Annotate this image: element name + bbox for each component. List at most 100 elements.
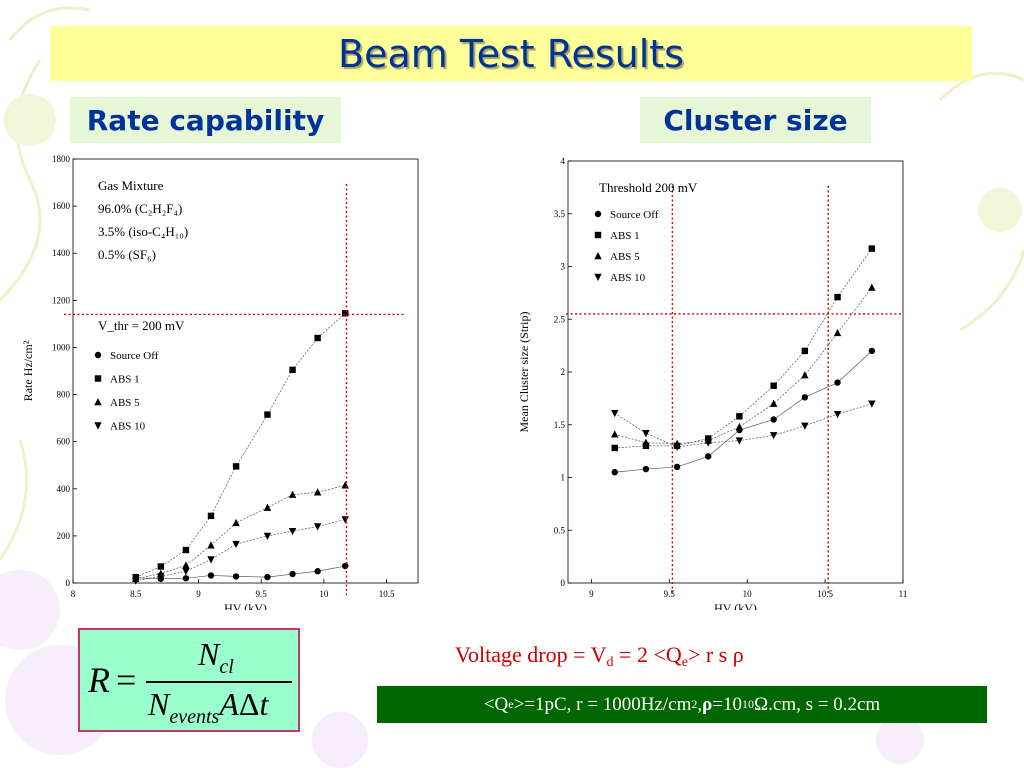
data-point bbox=[868, 245, 876, 252]
threshold-label: V_thr = 200 mV bbox=[98, 318, 185, 333]
series-abs-1 bbox=[132, 310, 349, 581]
data-point bbox=[182, 575, 190, 582]
data-point bbox=[801, 394, 809, 401]
y-tick-label: 1400 bbox=[52, 248, 71, 258]
series-line bbox=[135, 313, 346, 578]
x-tick-label: 10.5 bbox=[379, 589, 395, 599]
page-title: Beam Test Results bbox=[338, 31, 684, 76]
data-point bbox=[735, 437, 744, 445]
data-point bbox=[313, 488, 322, 496]
series-abs-10 bbox=[132, 516, 349, 585]
data-point bbox=[314, 334, 321, 342]
data-point bbox=[182, 568, 190, 576]
data-point bbox=[705, 453, 712, 460]
series-line bbox=[614, 287, 873, 445]
y-tick-label: 1800 bbox=[52, 154, 71, 164]
data-point bbox=[207, 572, 215, 579]
y-tick-label: 0.5 bbox=[554, 525, 566, 535]
data-point bbox=[801, 422, 809, 430]
threshold-label: Threshold 200 mV bbox=[599, 180, 698, 195]
legend-label: ABS 5 bbox=[610, 251, 640, 263]
data-point bbox=[288, 490, 297, 498]
data-point bbox=[834, 293, 841, 301]
legend-marker bbox=[594, 210, 602, 218]
data-point bbox=[264, 573, 271, 581]
data-point bbox=[642, 438, 650, 446]
series-abs-5 bbox=[132, 481, 349, 582]
data-point bbox=[611, 430, 619, 438]
data-point bbox=[642, 429, 650, 438]
x-tick-label: 10.5 bbox=[817, 589, 833, 599]
y-tick-label: 2 bbox=[561, 367, 566, 377]
y-tick-label: 3.5 bbox=[554, 209, 566, 219]
data-point bbox=[801, 347, 809, 355]
legend-label: ABS 10 bbox=[110, 421, 146, 433]
series-line bbox=[614, 403, 872, 448]
x-tick-label: 10 bbox=[743, 589, 753, 599]
rate-capability-chart: 0 200 400 600 800 1000 1200 1400 1600 1800 8 8.5 9 9.… bbox=[21, 154, 419, 610]
legend-marker bbox=[94, 422, 102, 430]
legend-marker bbox=[94, 398, 102, 406]
legend-label: ABS 1 bbox=[610, 230, 640, 242]
data-point bbox=[736, 413, 743, 420]
data-point bbox=[288, 527, 297, 536]
y-tick-label: 1200 bbox=[52, 295, 71, 305]
plot-frame bbox=[72, 158, 419, 584]
data-point bbox=[770, 416, 777, 423]
data-point bbox=[263, 503, 272, 511]
x-tick-label: 11 bbox=[899, 589, 908, 599]
title-bar: Beam Test Results bbox=[50, 26, 972, 81]
formula-denominator: NeventsAΔt bbox=[148, 686, 269, 728]
y-axis-label: Mean Cluster size (Strip) bbox=[517, 312, 531, 433]
legend-marker bbox=[594, 231, 602, 239]
data-point bbox=[289, 366, 296, 374]
cluster-size-chart: 0 0.5 1 1.5 2 2.5 3 3.5 4 9 9.5 10 10.5 11 HV (kV) Mean… bbox=[517, 156, 908, 610]
data-point bbox=[868, 400, 876, 408]
legend-label: ABS 10 bbox=[610, 272, 646, 284]
data-point bbox=[232, 573, 240, 580]
y-tick-label: 3 bbox=[561, 262, 566, 272]
series-abs-10 bbox=[611, 400, 876, 451]
data-point bbox=[207, 556, 215, 564]
legend-marker bbox=[594, 252, 602, 260]
legend-marker bbox=[94, 375, 102, 382]
y-axis-label: Rate Hz/cm² bbox=[21, 340, 35, 401]
data-point bbox=[868, 347, 876, 355]
formula-numerator: Ncl bbox=[198, 636, 234, 678]
series-line bbox=[135, 484, 346, 580]
x-tick-label: 9 bbox=[589, 589, 594, 599]
data-point bbox=[207, 512, 215, 520]
data-point bbox=[735, 422, 744, 431]
x-tick-label: 9 bbox=[196, 589, 201, 599]
formula-lhs: R bbox=[88, 660, 110, 700]
data-point bbox=[642, 465, 650, 473]
x-axis-label: HV (kV) bbox=[224, 601, 267, 610]
series-abs-1 bbox=[611, 245, 876, 452]
data-point bbox=[341, 481, 349, 489]
data-point bbox=[673, 443, 681, 451]
y-tick-label: 200 bbox=[57, 531, 71, 541]
y-tick-label: 1000 bbox=[52, 342, 71, 352]
data-point bbox=[313, 523, 322, 531]
data-point bbox=[232, 518, 240, 527]
legend-marker bbox=[594, 273, 602, 281]
formula-equals: = bbox=[116, 660, 137, 700]
cluster-size-label: Cluster size bbox=[640, 97, 871, 143]
data-point bbox=[673, 463, 681, 471]
gas-mixture-line: 3.5% (iso-C₄H₁₀) bbox=[98, 224, 188, 239]
gas-mixture-title: Gas Mixture bbox=[98, 178, 164, 193]
data-point bbox=[769, 432, 778, 440]
data-point bbox=[801, 371, 809, 379]
data-point bbox=[132, 577, 140, 585]
series-line bbox=[614, 248, 873, 449]
y-tick-label: 0 bbox=[66, 578, 71, 588]
data-point bbox=[289, 570, 296, 578]
series-abs-5 bbox=[611, 283, 876, 447]
legend-label: Source Off bbox=[610, 209, 659, 221]
data-point bbox=[342, 562, 349, 570]
x-tick-label: 8 bbox=[71, 589, 76, 599]
x-tick-label: 9.5 bbox=[664, 589, 676, 599]
data-point bbox=[868, 283, 876, 291]
data-point bbox=[834, 379, 841, 386]
data-point bbox=[769, 399, 778, 407]
